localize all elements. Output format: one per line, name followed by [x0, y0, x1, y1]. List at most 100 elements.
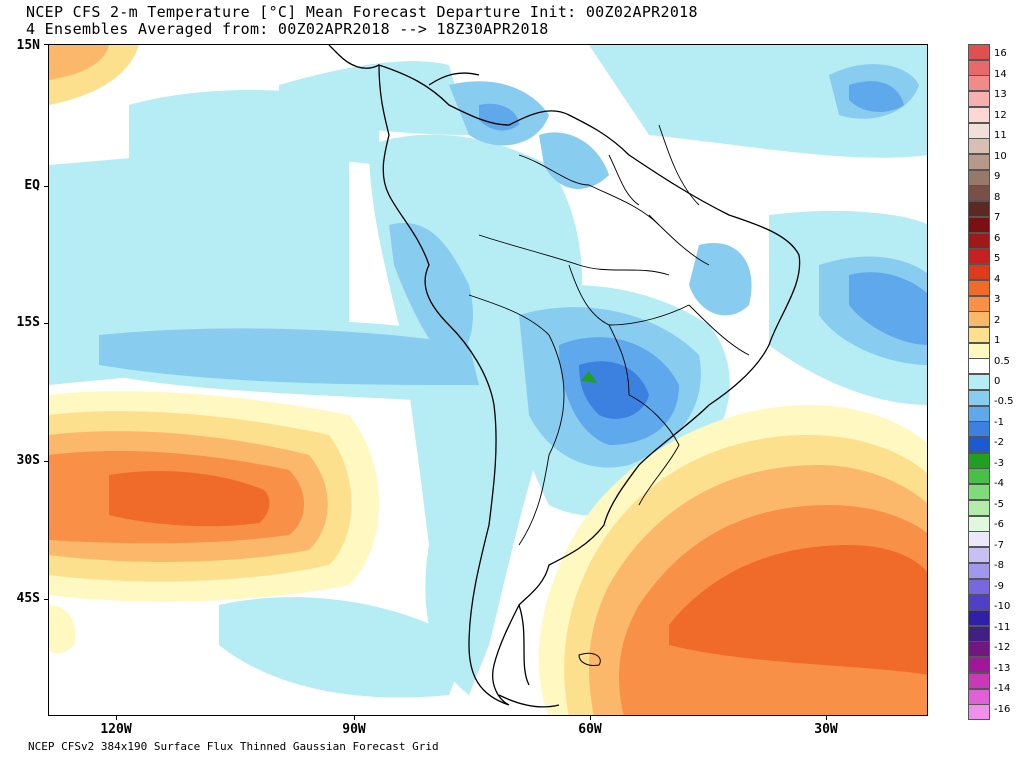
colorbar-label: 4	[994, 273, 1001, 285]
colorbar-label: -8	[994, 560, 1004, 572]
colorbar-cell	[968, 609, 990, 626]
colorbar-cell	[968, 248, 990, 265]
map-panel	[48, 44, 928, 716]
colorbar-cell	[968, 279, 990, 296]
lat-label-15s: 15S	[16, 315, 40, 330]
colorbar-cell	[968, 625, 990, 642]
colorbar-label: -12	[994, 642, 1011, 654]
colorbar-label: 1	[994, 335, 1001, 347]
lat-label-45s: 45S	[16, 591, 40, 606]
colorbar-cell	[968, 326, 990, 343]
colorbar-label: 11	[994, 130, 1007, 142]
colorbar-cell	[968, 264, 990, 281]
colorbar-label: -0.5	[994, 396, 1014, 408]
colorbar-label: 3	[994, 294, 1001, 306]
colorbar-cell	[968, 216, 990, 233]
colorbar-label: 16	[994, 48, 1007, 60]
colorbar-cell	[968, 562, 990, 579]
colorbar-cell	[968, 342, 990, 359]
colorbar-label: 0.5	[994, 355, 1010, 367]
colorbar-cell	[968, 232, 990, 249]
colorbar-cell	[968, 657, 990, 674]
country-borders	[468, 124, 750, 546]
lon-tick	[354, 716, 355, 720]
anomaly-minus3-patch	[581, 371, 597, 383]
colorbar-cell	[968, 484, 990, 501]
colorbar-label: -3	[994, 457, 1004, 469]
colorbar-label: 6	[994, 232, 1001, 244]
colorbar-cell	[968, 437, 990, 454]
colorbar-label: 12	[994, 109, 1007, 121]
colorbar-cell	[968, 688, 990, 705]
lon-tick	[590, 716, 591, 720]
colorbar-cell	[968, 295, 990, 312]
lon-tick	[826, 716, 827, 720]
colorbar-cell	[968, 405, 990, 422]
colorbar-cell	[968, 499, 990, 516]
colorbar-label: -14	[994, 683, 1011, 695]
colorbar-label: -5	[994, 498, 1004, 510]
lat-label-30s: 30S	[16, 453, 40, 468]
anomaly-warm-pacific	[49, 45, 379, 654]
colorbar-cell	[968, 389, 990, 406]
colorbar-label: 13	[994, 89, 1007, 101]
anomaly-strong-cool	[479, 81, 927, 445]
colorbar-cell	[968, 311, 990, 328]
colorbar-cell	[968, 59, 990, 76]
lon-label-60w: 60W	[578, 722, 602, 737]
colorbar-cell	[968, 185, 990, 202]
colorbar-label: -2	[994, 437, 1004, 449]
anomaly-warm-atlantic	[538, 405, 927, 715]
colorbar-label: -7	[994, 539, 1004, 551]
colorbar-cell	[968, 374, 990, 391]
colorbar-cell	[968, 704, 990, 721]
colorbar-label: -1	[994, 416, 1004, 428]
lat-tick	[44, 44, 48, 45]
falkland-islands	[578, 652, 601, 666]
colorbar-label: -11	[994, 621, 1011, 633]
colorbar-cell	[968, 44, 990, 60]
colorbar	[968, 44, 990, 721]
lat-tick	[44, 323, 48, 324]
colorbar-cell	[968, 578, 990, 595]
colorbar-cell	[968, 547, 990, 564]
colorbar-label: -10	[994, 601, 1011, 613]
colorbar-label: -9	[994, 580, 1004, 592]
colorbar-label: -4	[994, 478, 1004, 490]
lat-label-eq: EQ	[24, 178, 40, 193]
colorbar-cell	[968, 468, 990, 485]
colorbar-cell	[968, 358, 990, 375]
colorbar-label: -16	[994, 703, 1011, 715]
colorbar-cell	[968, 138, 990, 155]
coastline-outlines	[328, 45, 801, 708]
colorbar-cell	[968, 91, 990, 108]
lat-tick	[44, 461, 48, 462]
colorbar-cell	[968, 421, 990, 438]
colorbar-cell	[968, 201, 990, 218]
lat-tick	[44, 599, 48, 600]
colorbar-cell	[968, 515, 990, 532]
colorbar-cell	[968, 75, 990, 92]
lon-label-120w: 120W	[100, 722, 132, 737]
colorbar-label: 9	[994, 171, 1001, 183]
colorbar-cell	[968, 531, 990, 548]
colorbar-label: 0	[994, 376, 1001, 387]
lat-label-15n: 15N	[16, 38, 40, 53]
colorbar-cell	[968, 594, 990, 611]
colorbar-cell	[968, 122, 990, 139]
lon-tick	[116, 716, 117, 720]
colorbar-cell	[968, 452, 990, 469]
colorbar-cell	[968, 154, 990, 171]
map-title-line1: NCEP CFS 2-m Temperature [°C] Mean Forec…	[26, 3, 698, 21]
colorbar-cell	[968, 672, 990, 689]
colorbar-label: -6	[994, 519, 1004, 531]
colorbar-label: -13	[994, 662, 1011, 674]
colorbar-label: 7	[994, 212, 1001, 224]
colorbar-cell	[968, 106, 990, 123]
colorbar-label: 10	[994, 150, 1007, 162]
colorbar-label: 8	[994, 191, 1001, 203]
colorbar-cell	[968, 641, 990, 658]
colorbar-cell	[968, 169, 990, 186]
lon-label-90w: 90W	[342, 722, 366, 737]
temperature-anomaly-map	[49, 45, 927, 715]
